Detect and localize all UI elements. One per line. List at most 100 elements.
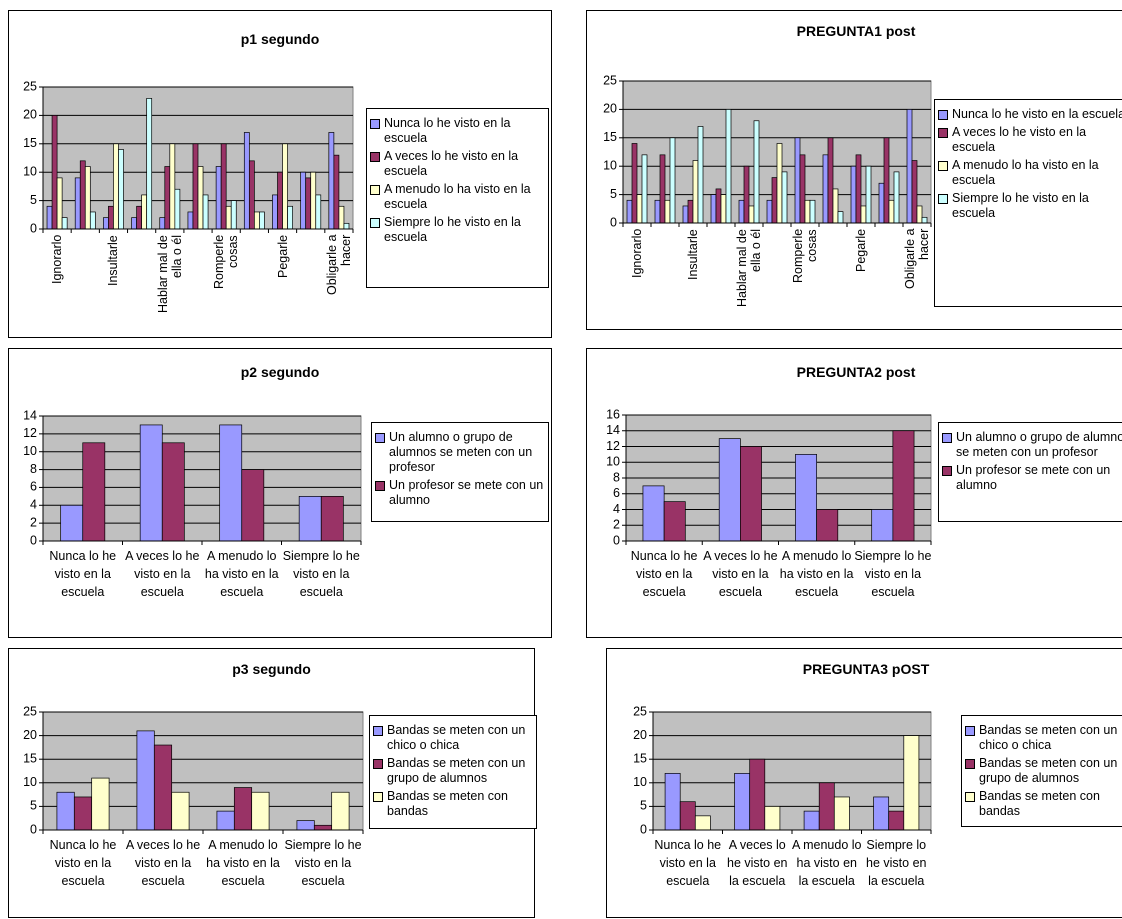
legend-swatch [965,792,975,802]
chart: 0 5 10 15 20 25 [603,73,932,229]
x-tick-label: Nunca lo he visto en la escuela [49,838,117,888]
legend-label: Siempre lo he visto en la escuela [384,215,521,244]
bar [310,171,317,230]
bar [259,211,265,230]
bar [161,442,185,542]
bar [715,188,722,224]
y-tick-label: 25 [633,704,647,718]
legend-entry: Siempre lo he visto en la escuela [370,215,545,245]
x-tick-label: A veces lo he visto en la escuela [727,838,788,888]
bar [794,137,801,224]
bar [911,160,918,224]
bar [740,446,762,542]
x-tick-label: Siempre lo he visto en la escuela [854,549,932,599]
legend-label: Siempre lo he visto en la escuela [952,191,1089,220]
bar [679,801,696,831]
x-tick-label: Nunca lo he visto en la escuela [654,838,722,888]
bar [113,143,119,230]
bar [818,782,835,831]
chart: 0 5 10 15 20 25 [633,704,932,836]
chart-panel: p2 segundo 0 2 4 6 8 10 12 14 Nunca lo he visto e… [8,348,552,638]
bar [171,791,190,831]
bar [103,217,109,230]
legend-entry: Bandas se meten con un chico o chica [373,723,533,753]
bar [46,205,53,230]
legend-swatch [373,726,383,736]
legend: Un alumno o grupo de alumnos se meten co… [371,422,549,522]
legend-swatch [375,481,385,491]
bar [883,137,890,224]
bar [343,222,350,230]
y-tick-label: 15 [23,136,37,150]
bar [720,194,727,224]
bar [734,773,751,831]
bar [641,154,648,224]
bar [865,165,872,224]
bar [233,787,253,831]
legend-swatch [373,759,383,769]
x-tick-label: Siempre lo he visto en la escuela [282,549,360,599]
bar [230,200,237,230]
chart-panel: PREGUNTA1 post 0 5 10 15 20 25 Ignorarlo Insulta… [586,10,1122,330]
bar [738,199,745,224]
bar [888,199,895,224]
y-tick-label: 10 [23,775,37,789]
x-tick-label-wrap: Ignorarlo [27,235,87,315]
bar [725,109,732,224]
legend-swatch [965,726,975,736]
x-tick-label-wrap: Pegarle [831,229,891,309]
x-tick-label-wrap: Hablar mal de ella o él [719,229,779,309]
bar [215,166,222,230]
legend-label: Un profesor se mete con un alumno [956,463,1111,492]
bar [776,143,783,224]
bar [871,509,894,542]
bar [799,154,806,224]
bar [888,810,905,831]
x-tick-label: Hablar mal de ella o él [735,229,763,307]
bar [764,806,781,831]
chart: 0 5 10 15 20 25 [23,704,364,836]
bar [164,166,171,230]
bar [118,149,124,230]
y-tick-label: 2 [613,518,620,532]
y-tick-label: 25 [23,79,37,93]
x-tick-label-wrap: Insultarle [663,229,723,309]
bar [916,205,923,224]
bar [893,171,900,224]
legend-entry: Un profesor se mete con un alumno [375,478,545,508]
bar [906,109,913,224]
x-tick-label: A menudo lo ha visto en la escuela [792,838,862,888]
x-tick-label: Ignorarlo [50,235,65,285]
bar [748,205,755,224]
bar [89,211,96,230]
y-tick-label: 15 [603,130,617,144]
bar [219,424,243,542]
x-tick-label: Romperle cosas [212,235,241,290]
bar [855,154,862,224]
y-tick-label: 15 [23,751,37,765]
legend: Bandas se meten con un chico o chica Band… [961,715,1122,827]
y-tick-label: 0 [640,822,647,836]
chart-panel: PREGUNTA2 post 0 2 4 6 8 10 12 14 16 Nunca lo he v… [586,348,1122,638]
bar [749,758,766,831]
chart-title: PREGUNTA1 post [796,23,916,39]
x-tick-label-wrap: Romperle cosas [196,235,256,315]
bar [921,216,928,224]
bar [315,194,322,230]
chart-title: PREGUNTA3 pOST [802,661,930,677]
legend-entry: A veces lo he visto en la escuela [370,149,545,179]
bar [282,143,288,230]
legend-label: Un alumno o grupo de alumnos se meten co… [956,430,1122,459]
x-tick-label: Nunca lo he visto en la escuela [630,549,698,599]
legend-entry: Bandas se meten con bandas [965,789,1122,819]
bar [743,165,750,224]
bar [192,143,199,230]
y-tick-label: 20 [633,728,647,742]
bar [82,442,106,542]
y-tick-label: 8 [30,462,37,476]
bar [56,177,63,230]
bar [816,509,839,542]
x-tick-label: Obligarle a hacer [903,229,931,290]
bar [225,205,232,230]
